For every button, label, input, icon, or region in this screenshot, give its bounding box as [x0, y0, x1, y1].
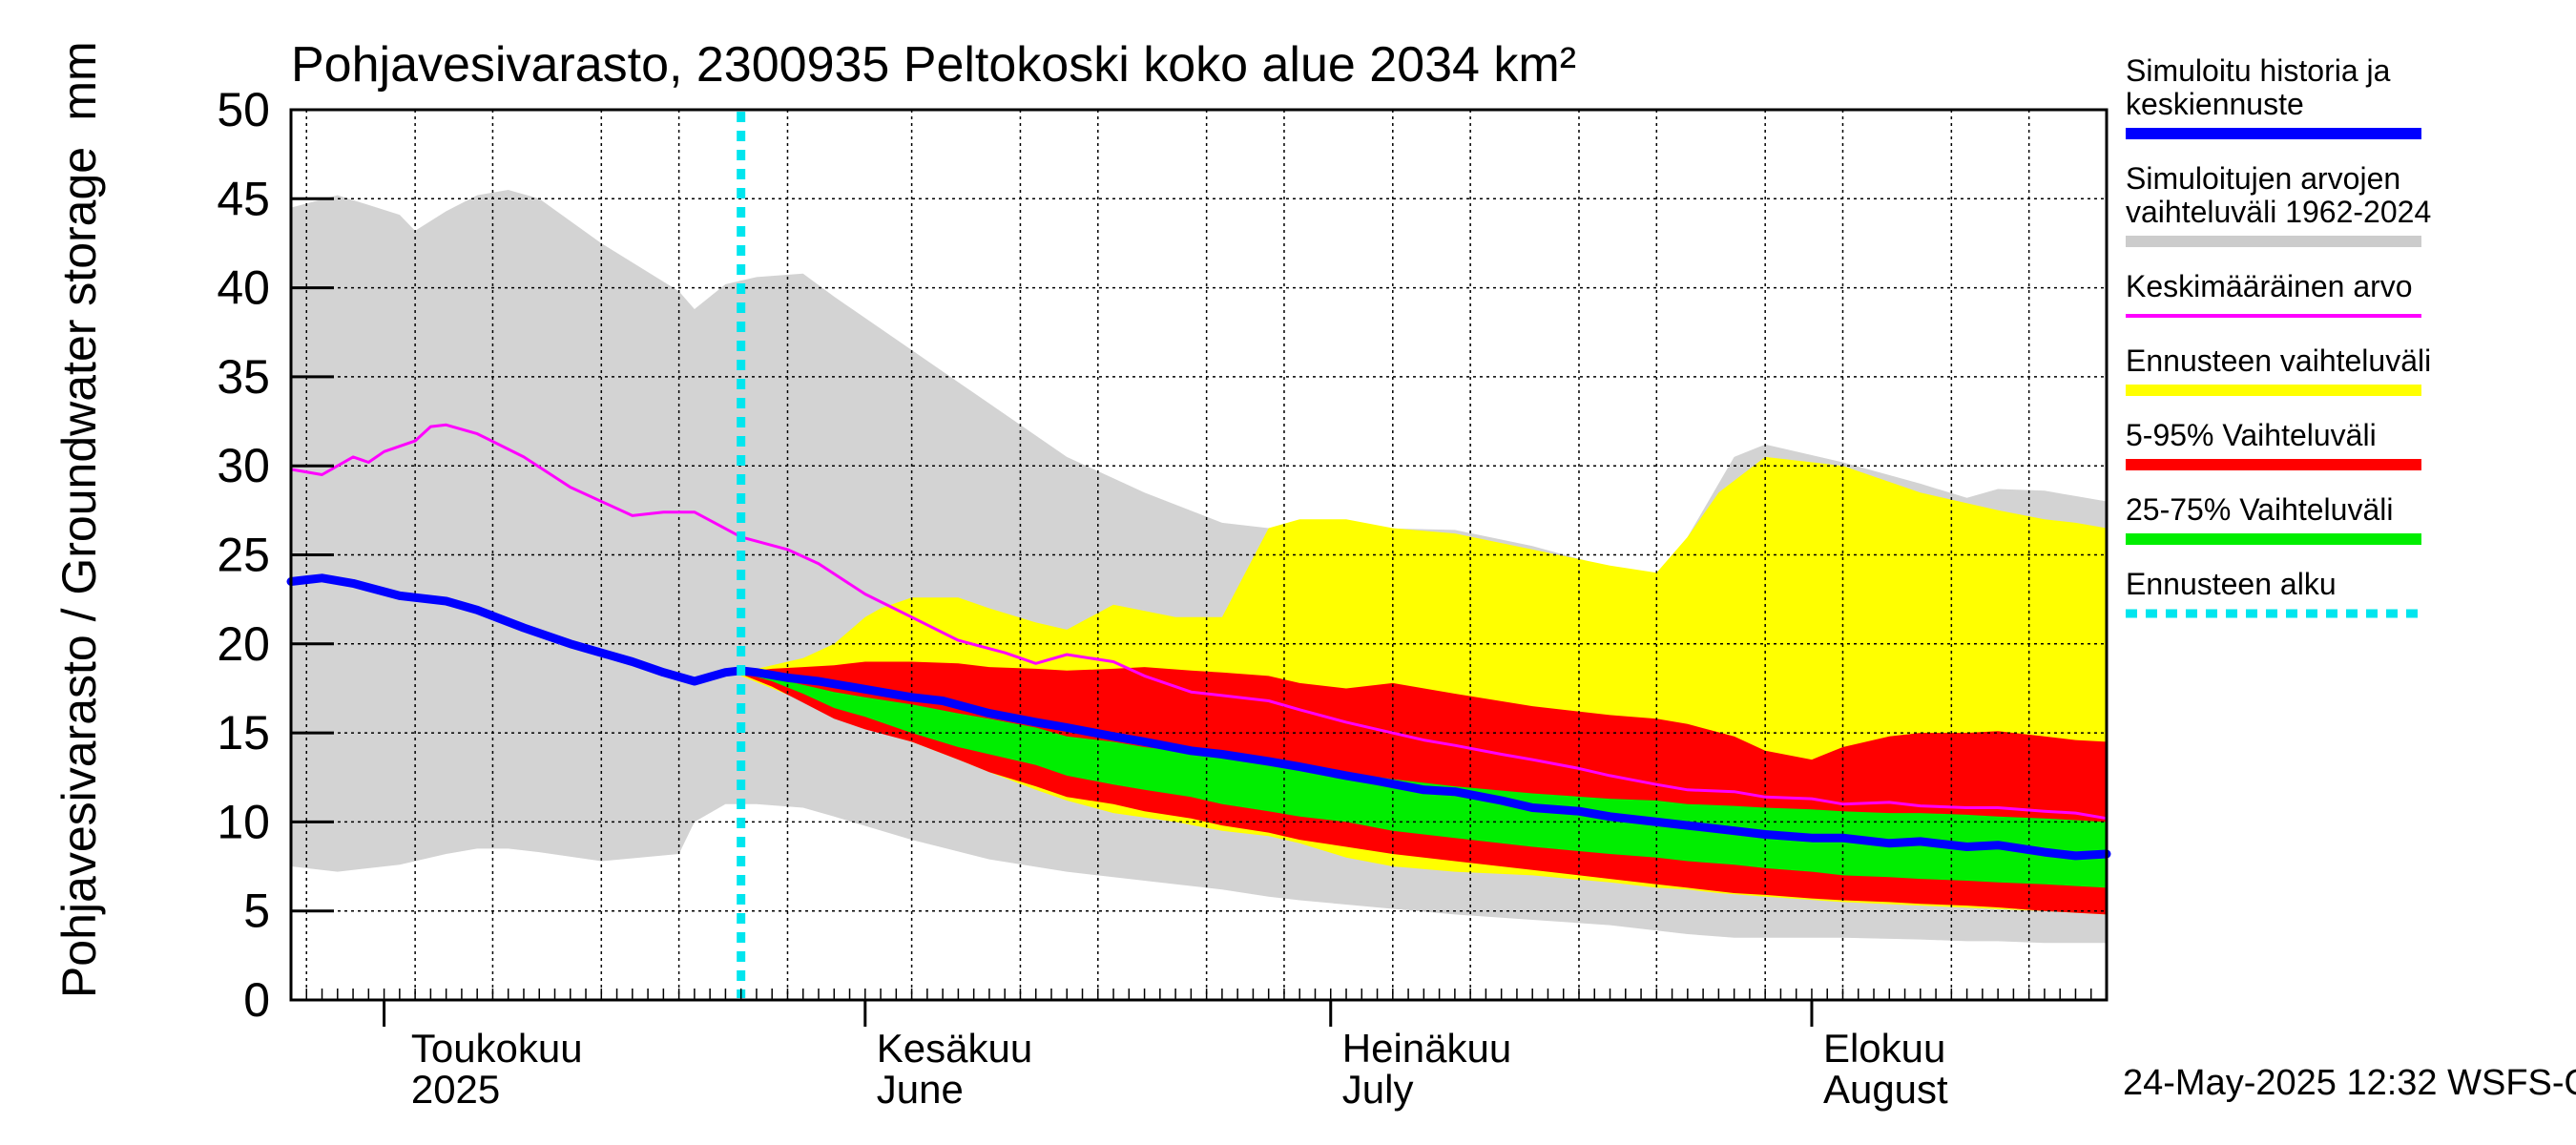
legend-label-3: Keskimääräinen arvo [2126, 269, 2413, 303]
month-label-fi: Heinäkuu [1342, 1026, 1511, 1071]
mean-line [289, 423, 2109, 821]
bands-layer [291, 190, 2108, 944]
legend-label-1: keskiennuste [2126, 87, 2304, 121]
y-tick-label: 15 [217, 706, 270, 760]
legend-label-6: 25-75% Vaihteluväli [2126, 492, 2393, 527]
median-forecast-line [286, 573, 2111, 861]
y-tick-label: 0 [243, 973, 270, 1027]
y-tick-label: 45 [217, 172, 270, 225]
month-label-en: August [1823, 1067, 1948, 1112]
x-ticks [290, 989, 2108, 1027]
legend-label-4: Ennusteen vaihteluväli [2126, 344, 2431, 378]
lines-layer [286, 423, 2111, 861]
legend-label-2: Simuloitujen arvojen [2126, 161, 2400, 196]
y-tick-label: 5 [243, 885, 270, 938]
month-label-fi: Toukokuu [411, 1026, 583, 1071]
y-tick-label: 20 [217, 617, 270, 671]
legend-label-1: Simuloitu historia ja [2126, 53, 2391, 88]
y-axis-unit: mm [52, 41, 106, 120]
grid-layer [291, 110, 2107, 1000]
month-label-fi: Kesäkuu [877, 1026, 1032, 1071]
y-tick-label: 50 [217, 83, 270, 136]
y-tick-label: 10 [217, 795, 270, 848]
y-tick-label: 30 [217, 439, 270, 492]
y-tick-label: 40 [217, 261, 270, 315]
plot-area [286, 108, 2111, 1002]
legend-label-7: Ennusteen alku [2126, 567, 2337, 601]
month-label-fi: Elokuu [1823, 1026, 1945, 1071]
month-label-en: June [877, 1067, 964, 1112]
legend-label-5: 5-95% Vaihteluväli [2126, 418, 2377, 452]
legend-label-2: vaihteluväli 1962-2024 [2126, 195, 2431, 229]
y-axis-title: Pohjavesivarasto / Groundwater storage [52, 147, 106, 998]
y-tick-label: 35 [217, 350, 270, 404]
month-label-en: 2025 [411, 1067, 500, 1112]
y-ticks: 0 5 10 15 20 25 30 35 40 45 50 [217, 83, 334, 1027]
chart-title: Pohjavesivarasto, 2300935 Peltokoski kok… [291, 37, 1576, 93]
y-axis-label: Pohjavesivarasto / Groundwater storage [52, 147, 106, 998]
timestamp: 24-May-2025 12:32 WSFS-O [2123, 1063, 2576, 1103]
month-label-en: July [1342, 1067, 1414, 1112]
y-tick-label: 25 [217, 529, 270, 582]
